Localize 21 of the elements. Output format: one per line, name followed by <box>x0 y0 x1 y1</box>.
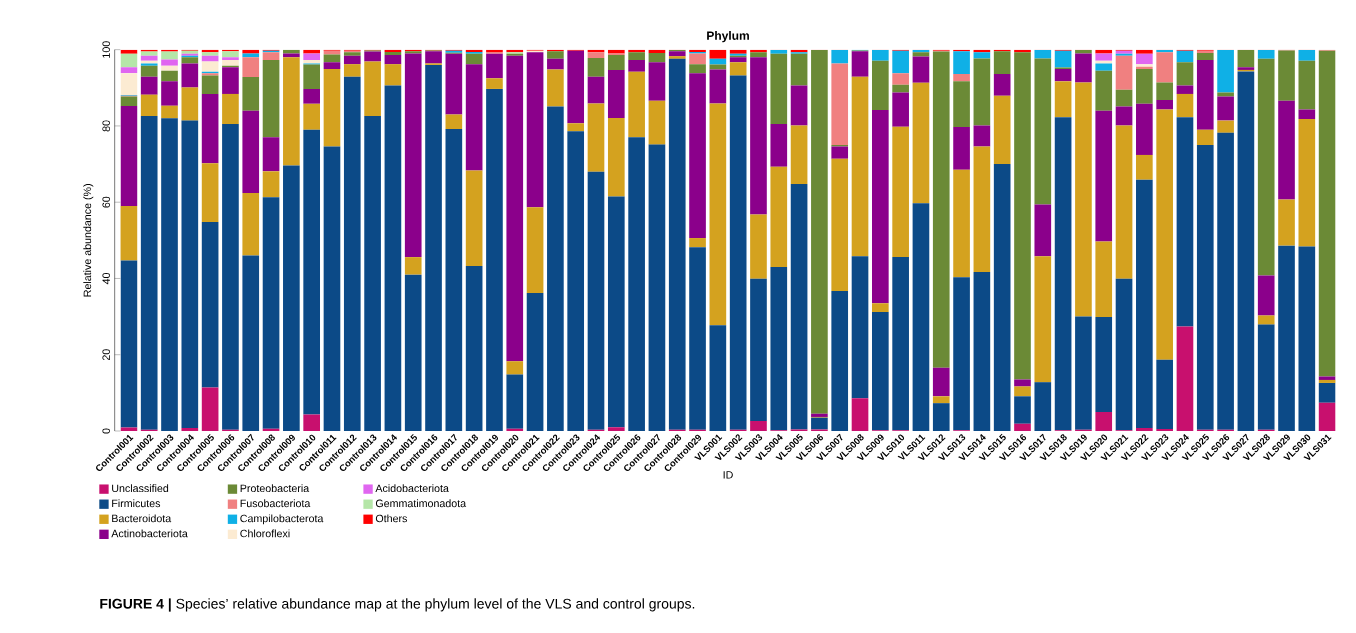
x-axis-title: ID <box>723 471 733 479</box>
legend-label: Chloroflexi <box>240 529 290 538</box>
legend-label: Fusobacteriota <box>240 499 311 508</box>
legend-label: Others <box>375 514 408 523</box>
legend-label: Bacteroidota <box>112 514 172 523</box>
y-axis-title: Relative abundance (%) <box>83 184 94 297</box>
y-tick-label: 100 <box>102 41 110 58</box>
legend-label: Unclassified <box>112 484 169 493</box>
y-tick-label: 40 <box>102 272 110 285</box>
legend-label: Gemmatimonadota <box>375 499 467 508</box>
y-tick-label: 80 <box>102 120 110 132</box>
y-tick-label: 60 <box>102 196 110 208</box>
y-tick-label: 0 <box>102 428 110 434</box>
chart-title: Phylum <box>707 31 749 43</box>
y-tick-label: 20 <box>102 349 110 361</box>
legend-label: Proteobacteria <box>240 484 310 493</box>
legend-label: Campilobacterota <box>240 514 324 525</box>
legend-label: Actinobacteriota <box>111 529 188 538</box>
text: FIGURE 4 | Species’ relative abundance map at the phylum level of the VLS and control groups. <box>100 598 695 612</box>
legend-label: Acidobacteriota <box>375 484 449 493</box>
legend-label: Firmicutes <box>112 499 161 508</box>
